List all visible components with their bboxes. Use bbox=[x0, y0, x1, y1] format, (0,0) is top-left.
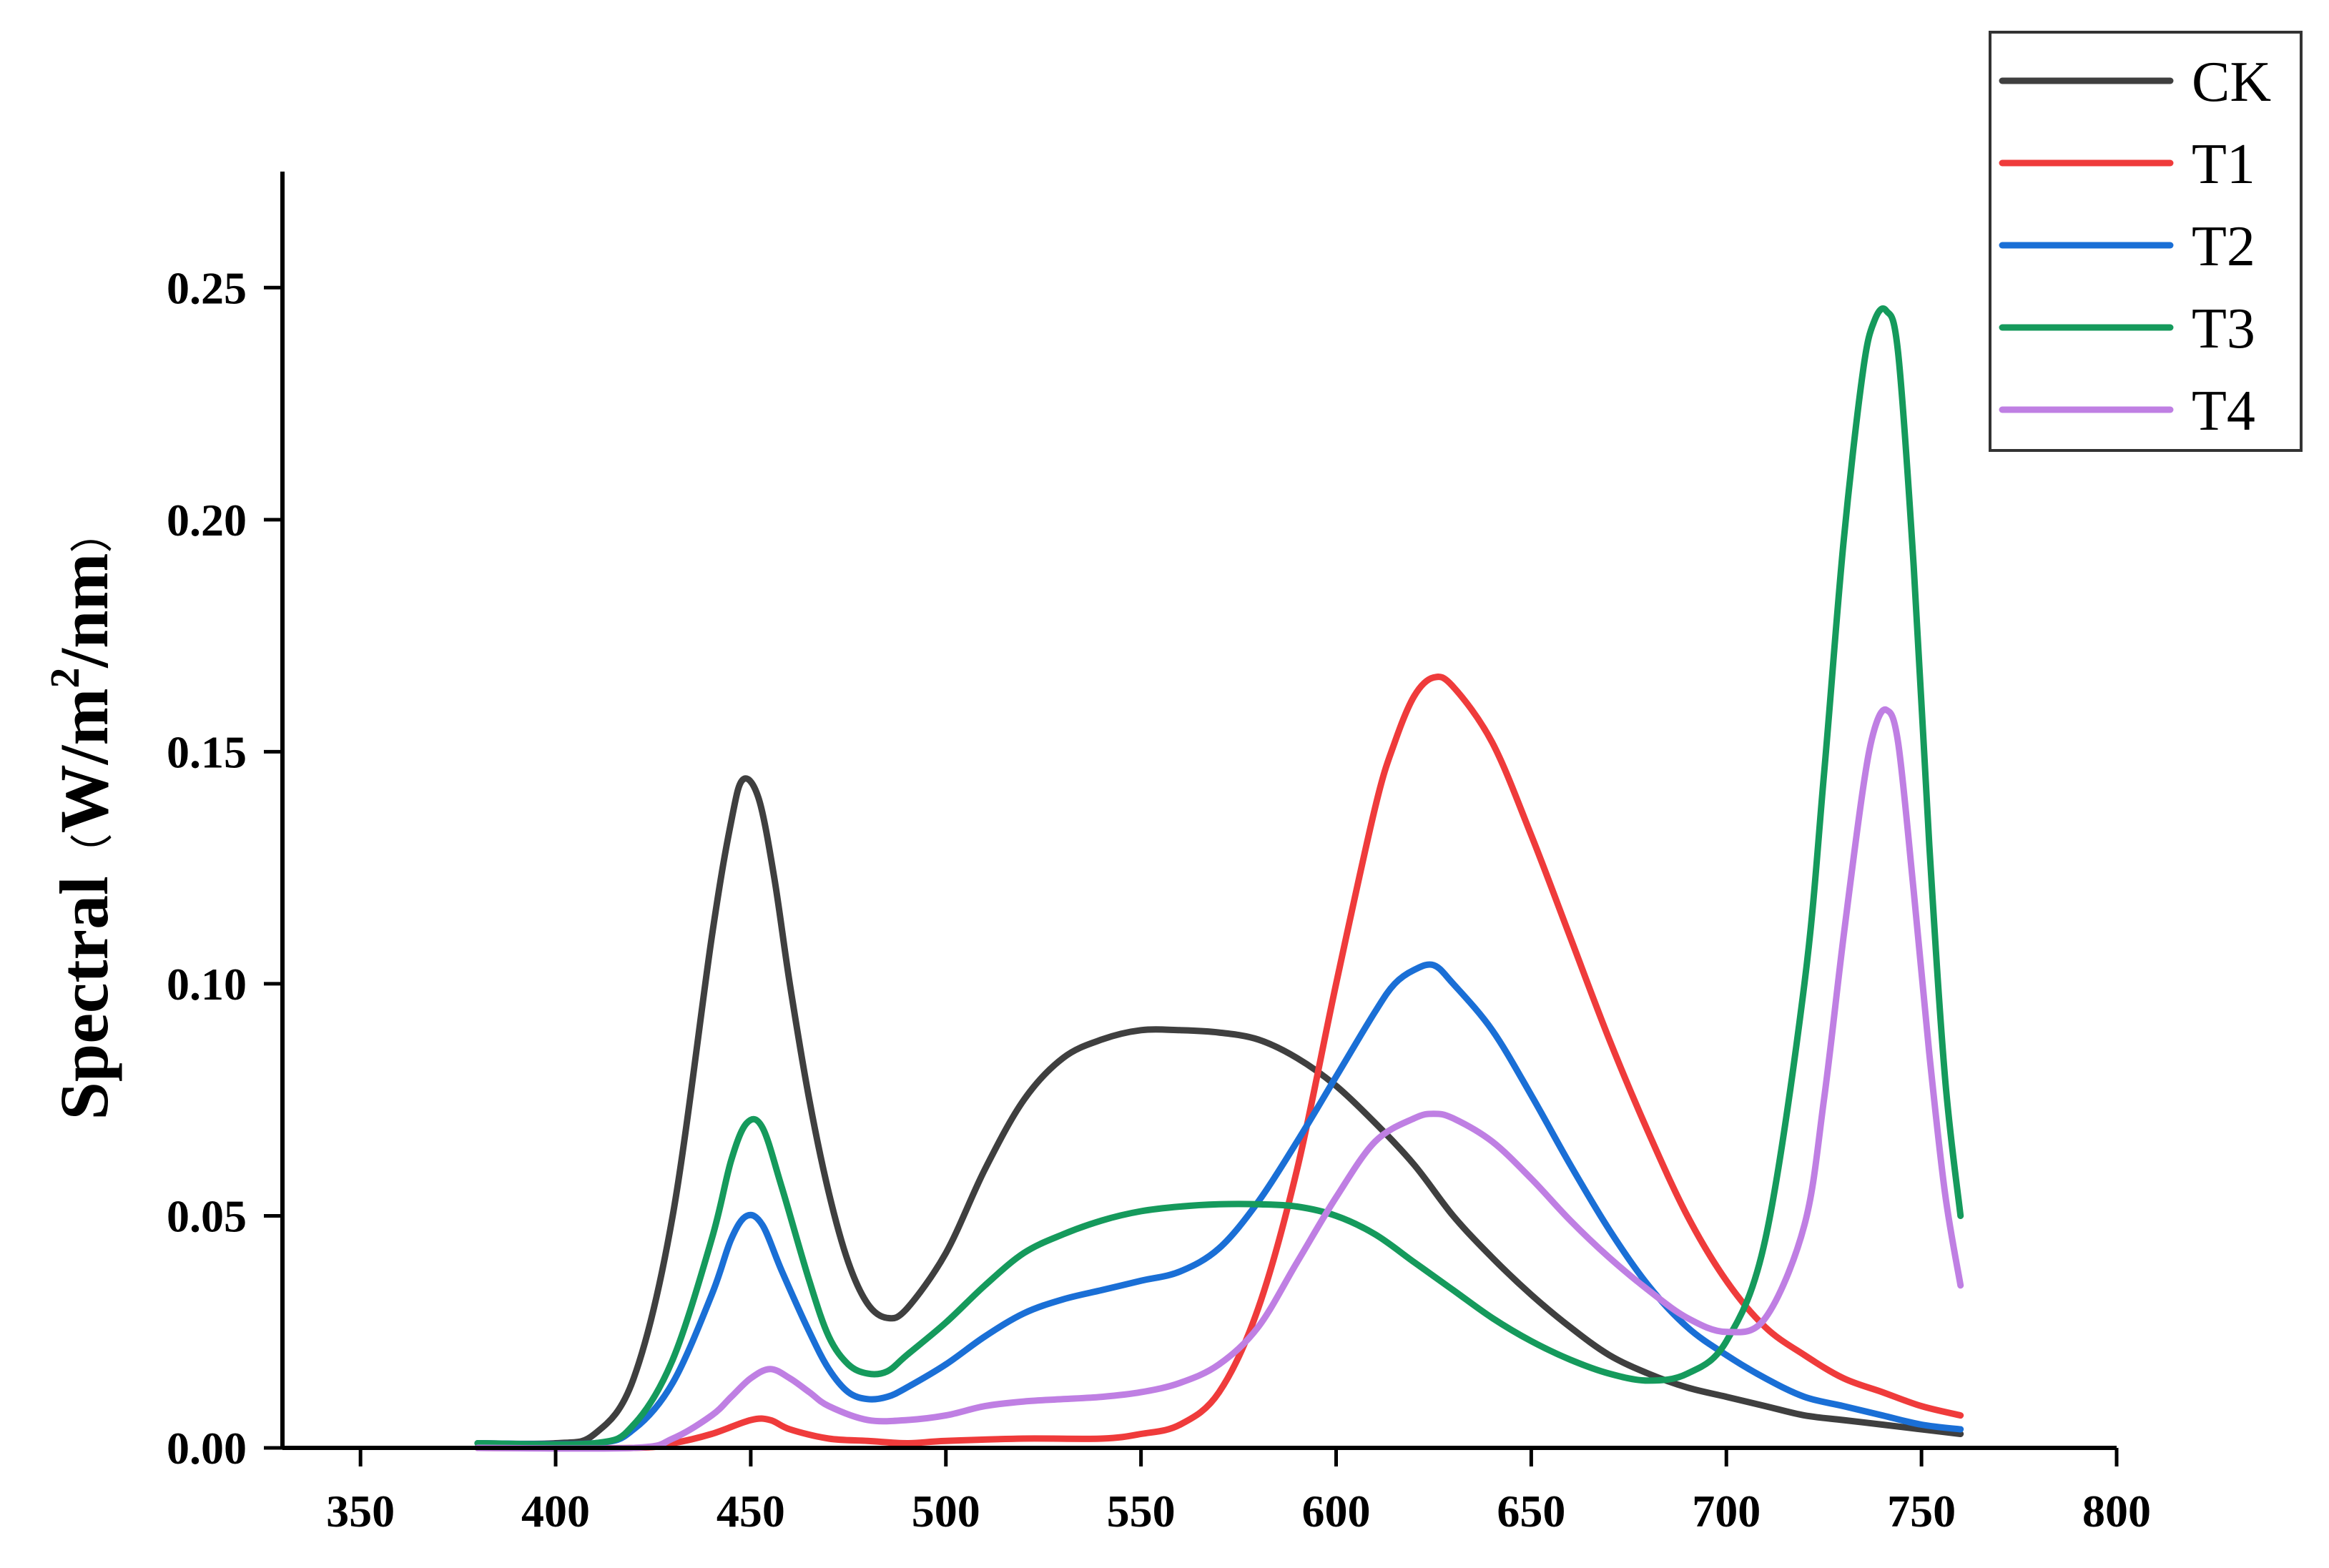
x-tick-label: 800 bbox=[2082, 1486, 2151, 1537]
series-line-t1 bbox=[474, 673, 1964, 1451]
y-tick-label: 0.00 bbox=[167, 1423, 247, 1474]
y-tick-label: 0.05 bbox=[167, 1190, 247, 1241]
legend-label-t3: T3 bbox=[2192, 297, 2255, 360]
y-axis-title-unit-tail: /nm bbox=[46, 553, 122, 669]
legend-label-t4: T4 bbox=[2192, 380, 2255, 443]
y-ticks: 0.00 0.05 0.10 0.15 0.20 0.25 bbox=[167, 262, 282, 1474]
y-axis-title-main: Spectral bbox=[46, 876, 122, 1120]
series-line-t3 bbox=[474, 305, 1964, 1448]
y-axis-title: Spectral（W/m2/nm） bbox=[41, 511, 122, 1120]
x-tick-label: 450 bbox=[717, 1486, 785, 1537]
legend-label-ck: CK bbox=[2192, 51, 2271, 114]
legend-label-t1: T1 bbox=[2192, 133, 2255, 196]
x-tick-label: 350 bbox=[326, 1486, 395, 1537]
y-axis-title-close-paren: ） bbox=[69, 511, 117, 553]
y-axis-title-open-paren: （ bbox=[69, 833, 117, 876]
x-tick-label: 400 bbox=[521, 1486, 590, 1537]
y-tick-label: 0.25 bbox=[167, 262, 247, 313]
x-tick-label: 650 bbox=[1497, 1486, 1565, 1537]
y-tick-label: 0.15 bbox=[167, 726, 247, 777]
legend-label-t2: T2 bbox=[2192, 215, 2255, 278]
y-tick-label: 0.20 bbox=[167, 495, 247, 546]
legend-box bbox=[1989, 31, 2303, 452]
x-tick-label: 500 bbox=[912, 1486, 980, 1537]
y-axis-title-superscript: 2 bbox=[41, 668, 88, 689]
x-tick-label: 600 bbox=[1302, 1486, 1371, 1537]
legend: CK T1 T2 T3 T4 bbox=[1989, 31, 2303, 452]
series-line-t4 bbox=[474, 706, 1964, 1452]
series-line-ck bbox=[474, 775, 1964, 1447]
x-tick-label: 700 bbox=[1692, 1486, 1761, 1537]
series-layer bbox=[474, 305, 1964, 1452]
y-tick-label: 0.10 bbox=[167, 959, 247, 1010]
x-tick-label: 550 bbox=[1107, 1486, 1176, 1537]
y-axis-title-unit: W/m bbox=[46, 689, 122, 834]
x-ticks: 350 400 450 500 550 600 650 700 750 800 bbox=[326, 1448, 2151, 1537]
x-tick-label: 750 bbox=[1887, 1486, 1956, 1537]
